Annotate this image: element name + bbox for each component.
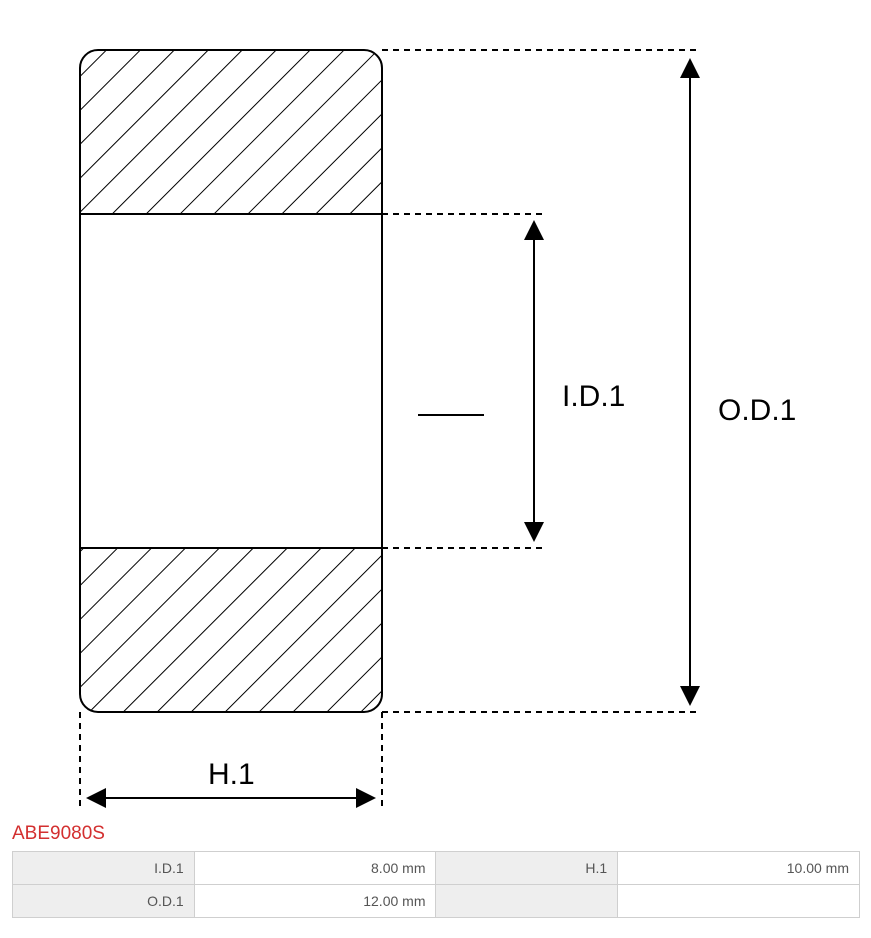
id1-label: I.D.1	[562, 380, 625, 413]
id1-dimension: I.D.1	[382, 214, 625, 548]
table-row: I.D.1 8.00 mm H.1 10.00 mm	[13, 852, 860, 885]
od1-label: O.D.1	[718, 394, 796, 427]
part-code: ABE9080S	[12, 823, 861, 845]
bottom-wall-hatch	[80, 548, 382, 712]
h1-label: H.1	[208, 758, 255, 791]
dimension-diagram: I.D.1 O.D.1 H.1	[10, 10, 861, 815]
diagram-svg: I.D.1 O.D.1 H.1	[10, 10, 810, 810]
spec-label: I.D.1	[13, 852, 195, 885]
spec-value: 10.00 mm	[618, 852, 860, 885]
body	[80, 50, 484, 712]
spec-table: I.D.1 8.00 mm H.1 10.00 mm O.D.1 12.00 m…	[12, 851, 860, 918]
h1-dimension: H.1	[80, 712, 382, 806]
spec-value: 8.00 mm	[194, 852, 436, 885]
spec-label: H.1	[436, 852, 618, 885]
top-wall-hatch	[80, 50, 382, 214]
